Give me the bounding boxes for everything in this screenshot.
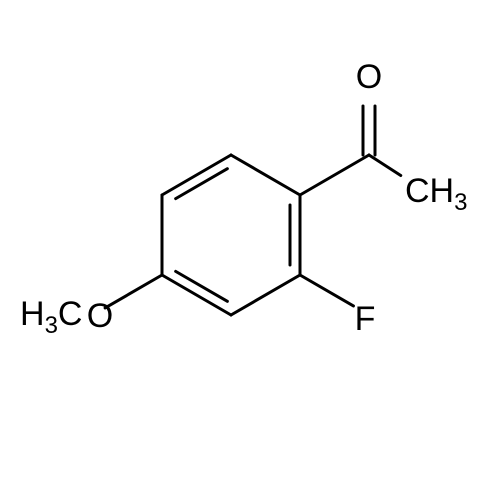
- bond: [162, 155, 231, 195]
- bond: [162, 275, 231, 315]
- bond: [300, 155, 369, 195]
- bond: [105, 275, 162, 308]
- atom-label-c8: CH3: [405, 172, 467, 216]
- atom-label-f: F: [355, 300, 376, 338]
- bond: [231, 275, 300, 315]
- atom-label-o2: O: [87, 297, 113, 335]
- molecule-diagram: OCH3FH3CO: [0, 0, 500, 500]
- bond: [300, 275, 353, 306]
- bond: [369, 155, 401, 175]
- atom-label-c9: H3C: [20, 295, 82, 339]
- bond: [231, 155, 300, 195]
- atom-label-o1: O: [356, 58, 382, 96]
